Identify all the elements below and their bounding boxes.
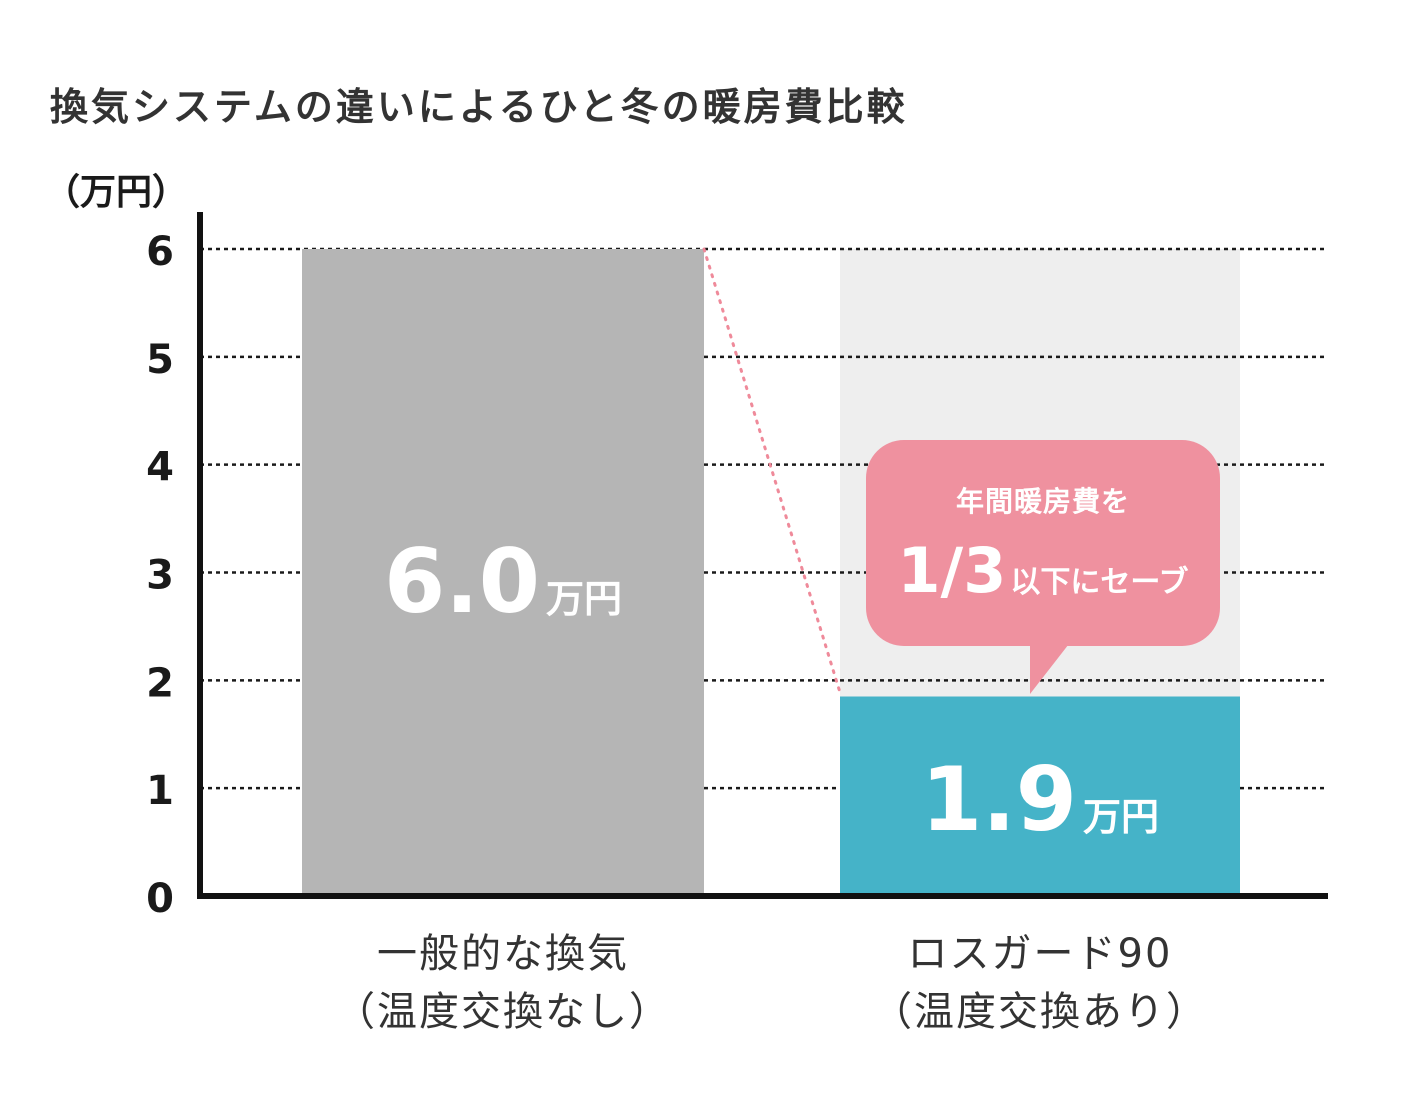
category-label-1-line-2: （温度交換なし） (335, 989, 671, 1035)
axes (197, 212, 1328, 899)
y-tick-label-5: 5 (146, 337, 174, 383)
chart-title: 換気システムの違いによるひと冬の暖房費比較 (50, 85, 908, 129)
callout-line-1: 年間暖房費を (956, 485, 1130, 518)
category-label-1-line-1: 一般的な換気 (377, 931, 629, 977)
bar-value-label-1: 6.0 万円 (384, 530, 622, 633)
y-axis-unit-label: （万円） (44, 172, 188, 213)
category-label-2-line-2: （温度交換あり） (872, 989, 1208, 1035)
bar-1 (302, 249, 704, 896)
category-label-2-line-1: ロスガード90 (908, 931, 1173, 977)
y-tick-label-1: 1 (146, 768, 174, 814)
callout-pointer (1030, 640, 1072, 694)
bar-value-1: 6.0 (384, 530, 540, 633)
y-tick-label-0: 0 (146, 876, 174, 922)
savings-callout: 年間暖房費を 1/3 以下にセーブ (866, 440, 1220, 694)
callout-line-2: 1/3 以下にセーブ (897, 534, 1188, 607)
callout-fraction: 1/3 (897, 534, 1006, 607)
bar-value-2: 1.9 (921, 748, 1077, 851)
bar-value-unit-1: 万円 (546, 577, 622, 621)
y-tick-label-6: 6 (146, 229, 174, 275)
y-tick-label-3: 3 (146, 553, 174, 599)
y-tick-label-2: 2 (146, 660, 174, 706)
y-tick-label-4: 4 (146, 445, 174, 491)
y-tick-labels: 0 1 2 3 4 5 6 (146, 229, 174, 922)
bar-value-label-2: 1.9 万円 (921, 748, 1159, 851)
comparison-connector-line (702, 247, 842, 695)
callout-bubble (866, 440, 1220, 646)
bar-2 (840, 696, 1240, 896)
callout-savings-text: 以下にセーブ (1010, 565, 1188, 600)
bars (302, 249, 1240, 896)
bar-value-unit-2: 万円 (1083, 795, 1159, 839)
